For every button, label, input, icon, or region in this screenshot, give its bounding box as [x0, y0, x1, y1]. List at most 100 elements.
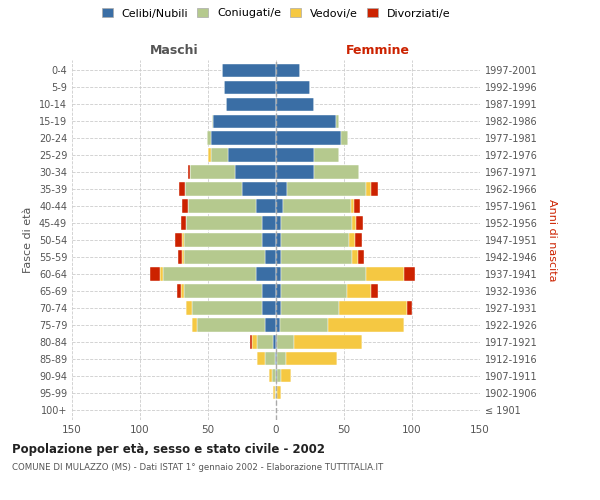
Bar	[276, 80, 310, 94]
Bar	[276, 250, 281, 264]
Text: COMUNE DI MULAZZO (MS) - Dati ISTAT 1° gennaio 2002 - Elaborazione TUTTITALIA.IT: COMUNE DI MULAZZO (MS) - Dati ISTAT 1° g…	[12, 462, 383, 471]
Bar	[276, 148, 314, 162]
Bar	[276, 268, 281, 280]
Bar	[177, 284, 181, 298]
Bar	[351, 200, 353, 212]
Bar	[265, 318, 276, 332]
Bar	[182, 250, 184, 264]
Bar	[272, 369, 276, 382]
Bar	[366, 182, 371, 196]
Bar	[273, 386, 275, 400]
Bar	[184, 234, 262, 246]
Bar	[226, 98, 276, 111]
Bar	[265, 250, 276, 264]
Bar	[276, 284, 281, 298]
Text: Maschi: Maschi	[149, 44, 199, 57]
Bar	[281, 234, 349, 246]
Bar	[407, 302, 412, 314]
Bar	[276, 166, 314, 178]
Bar	[235, 166, 276, 178]
Bar	[262, 284, 276, 298]
Bar	[181, 216, 186, 230]
Bar	[336, 114, 338, 128]
Bar	[262, 302, 276, 314]
Bar	[149, 268, 160, 280]
Bar	[353, 200, 361, 212]
Bar	[341, 132, 348, 144]
Bar	[221, 64, 276, 77]
Y-axis label: Anni di nascita: Anni di nascita	[547, 198, 557, 281]
Bar	[163, 268, 256, 280]
Bar	[314, 148, 338, 162]
Bar	[287, 182, 366, 196]
Bar	[256, 268, 276, 280]
Bar	[186, 302, 191, 314]
Bar	[281, 302, 338, 314]
Bar	[182, 200, 188, 212]
Bar	[276, 386, 277, 400]
Bar	[293, 336, 362, 348]
Bar	[229, 148, 276, 162]
Bar	[276, 336, 277, 348]
Bar	[182, 234, 184, 246]
Bar	[277, 336, 293, 348]
Bar	[347, 284, 371, 298]
Y-axis label: Fasce di età: Fasce di età	[23, 207, 33, 273]
Bar	[404, 268, 415, 280]
Bar	[197, 318, 265, 332]
Bar	[191, 318, 197, 332]
Bar	[277, 369, 281, 382]
Bar	[276, 98, 314, 111]
Bar	[190, 166, 235, 178]
Bar	[276, 234, 281, 246]
Bar	[276, 132, 341, 144]
Bar	[191, 302, 262, 314]
Bar	[355, 234, 362, 246]
Bar	[276, 352, 277, 366]
Bar	[160, 268, 163, 280]
Bar	[250, 336, 251, 348]
Bar	[281, 216, 352, 230]
Bar	[211, 132, 276, 144]
Bar	[277, 386, 281, 400]
Bar	[251, 336, 257, 348]
Bar	[314, 166, 359, 178]
Bar	[276, 182, 287, 196]
Bar	[212, 114, 214, 128]
Bar	[349, 234, 355, 246]
Bar	[276, 369, 277, 382]
Bar	[276, 200, 283, 212]
Bar	[265, 352, 275, 366]
Bar	[371, 182, 378, 196]
Text: Femmine: Femmine	[346, 44, 410, 57]
Bar	[269, 369, 272, 382]
Bar	[184, 284, 262, 298]
Bar	[224, 80, 276, 94]
Bar	[286, 352, 337, 366]
Bar	[356, 216, 363, 230]
Bar	[242, 182, 276, 196]
Bar	[262, 234, 276, 246]
Bar	[281, 284, 347, 298]
Bar	[366, 268, 404, 280]
Bar	[276, 114, 336, 128]
Bar	[206, 132, 211, 144]
Bar	[214, 114, 276, 128]
Bar	[211, 148, 229, 162]
Bar	[178, 250, 182, 264]
Bar	[273, 336, 276, 348]
Bar	[185, 182, 242, 196]
Bar	[352, 250, 358, 264]
Bar	[275, 352, 276, 366]
Legend: Celibi/Nubili, Coniugati/e, Vedovi/e, Divorziati/e: Celibi/Nubili, Coniugati/e, Vedovi/e, Di…	[101, 8, 451, 18]
Bar	[188, 200, 256, 212]
Bar	[276, 302, 281, 314]
Bar	[281, 369, 291, 382]
Bar	[262, 216, 276, 230]
Bar	[257, 336, 273, 348]
Bar	[276, 216, 281, 230]
Bar	[358, 250, 364, 264]
Bar	[371, 284, 378, 298]
Bar	[281, 268, 366, 280]
Bar	[283, 200, 351, 212]
